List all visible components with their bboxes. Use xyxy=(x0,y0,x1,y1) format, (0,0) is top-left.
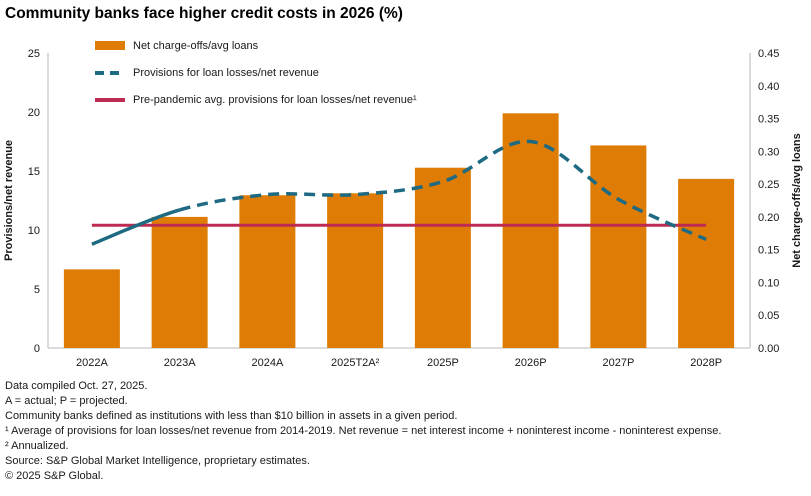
category-label: 2022A xyxy=(76,357,108,369)
footnote-2-annualized: ² Annualized. xyxy=(5,440,69,452)
bar-2028P xyxy=(678,178,735,348)
bar-2025P xyxy=(414,167,471,348)
left-tick-label: 15 xyxy=(28,166,40,178)
provisions-line-dashed-segment xyxy=(179,139,707,241)
right-tick-label: 0.20 xyxy=(758,212,779,224)
legend-label: Pre-pandemic avg. provisions for loan lo… xyxy=(133,93,417,106)
bar-2027P xyxy=(590,145,647,348)
category-label: 2026P xyxy=(515,357,547,369)
legend-item-net-charge-offs: Net charge-offs/avg loans xyxy=(95,39,417,52)
left-tick-label: 25 xyxy=(28,48,40,60)
category-label: 2025P xyxy=(427,357,459,369)
provisions-line-solid-segment xyxy=(91,208,181,246)
left-tick-label: 5 xyxy=(34,284,40,296)
right-tick-label: 0.40 xyxy=(758,81,779,93)
right-tick-label: 0.10 xyxy=(758,277,779,289)
left-tick-label: 10 xyxy=(28,225,40,237)
left-tick-label: 20 xyxy=(28,107,40,119)
left-tick-label: 0 xyxy=(34,343,40,355)
category-label: 2027P xyxy=(602,357,634,369)
bar-2024A xyxy=(239,195,296,348)
footnote-definition: Community banks defined as institutions … xyxy=(5,410,458,422)
right-tick-label: 0.45 xyxy=(758,48,779,60)
right-tick-label: 0.00 xyxy=(758,343,779,355)
footnote-source: Source: S&P Global Market Intelligence, … xyxy=(5,455,310,467)
category-label: 2025T2A² xyxy=(331,357,380,369)
category-label: 2024A xyxy=(251,357,283,369)
legend-item-pre-pandemic-avg: Pre-pandemic avg. provisions for loan lo… xyxy=(95,93,417,106)
footnote-data-compiled: Data compiled Oct. 27, 2025. xyxy=(5,380,148,392)
right-tick-label: 0.35 xyxy=(758,114,779,126)
bar-swatch xyxy=(95,41,125,50)
right-axis-title: Net charge-offs/avg loans xyxy=(791,133,803,267)
bar-2022A xyxy=(63,269,120,348)
right-tick-label: 0.30 xyxy=(758,146,779,158)
footnotes: Data compiled Oct. 27, 2025. A = actual;… xyxy=(5,379,721,484)
legend-label: Net charge-offs/avg loans xyxy=(133,39,259,52)
footnote-1-average: ¹ Average of provisions for loan losses/… xyxy=(5,425,722,437)
legend-item-provisions: Provisions for loan losses/net revenue xyxy=(95,66,417,79)
dashed-line-swatch xyxy=(95,70,125,75)
right-tick-label: 0.05 xyxy=(758,310,779,322)
right-tick-label: 0.25 xyxy=(758,179,779,191)
bar-2026P xyxy=(502,113,559,348)
solid-line-swatch xyxy=(95,97,125,102)
chart-title: Community banks face higher credit costs… xyxy=(5,5,403,22)
category-label: 2023A xyxy=(164,357,196,369)
legend-label: Provisions for loan losses/net revenue xyxy=(133,66,319,79)
footnote-actual-projected: A = actual; P = projected. xyxy=(5,395,128,407)
combo-chart: 0 5 10 15 20 25 0.00 0.05 0.10 0.15 0.20 0.25 0.30 0.… xyxy=(3,48,803,369)
bar-2023A xyxy=(151,216,208,348)
category-label: 2028P xyxy=(690,357,722,369)
bar-2025T2A² xyxy=(327,193,384,348)
chart-legend: Net charge-offs/avg loans Provisions for… xyxy=(95,39,417,120)
right-tick-label: 0.15 xyxy=(758,245,779,257)
left-axis-title: Provisions/net revenue xyxy=(3,140,15,261)
footnote-copyright: © 2025 S&P Global. xyxy=(5,470,104,482)
